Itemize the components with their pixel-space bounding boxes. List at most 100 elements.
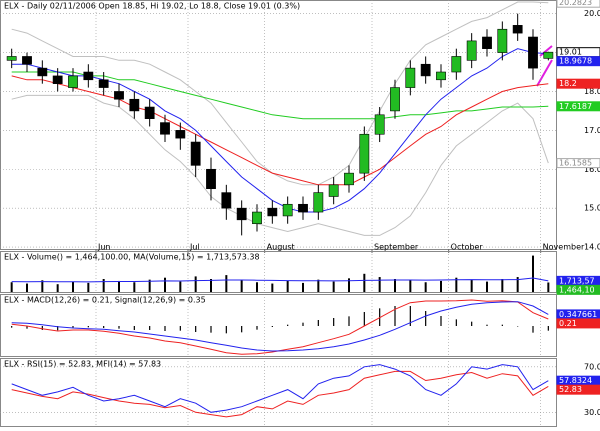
panel-frame — [0, 0, 557, 250]
bar — [348, 278, 350, 292]
bar — [516, 277, 519, 292]
bar — [547, 326, 549, 331]
bar — [363, 273, 366, 292]
candle-body — [512, 25, 523, 34]
bar — [317, 279, 320, 292]
candle-body — [144, 106, 155, 119]
indicator-line — [11, 364, 549, 413]
value-flag-box — [556, 158, 600, 169]
bar — [425, 311, 427, 326]
bar — [118, 326, 120, 329]
bar — [11, 326, 13, 328]
candle-body — [52, 75, 63, 84]
bar — [256, 282, 258, 292]
bar — [225, 275, 228, 292]
y-tick-label: 70.0 — [584, 362, 600, 371]
candle-body — [282, 203, 293, 217]
candle-body — [482, 36, 492, 49]
candle-body — [252, 211, 262, 225]
bar — [179, 326, 181, 331]
bar — [501, 279, 504, 292]
candle-body — [83, 71, 94, 81]
x-tick-label: August — [267, 243, 295, 252]
bar — [26, 326, 28, 329]
bar — [72, 326, 74, 328]
value-flag: 0.21 — [559, 319, 577, 328]
bar — [409, 280, 412, 292]
overlay-line — [11, 71, 549, 120]
value-flag-box — [556, 78, 600, 89]
candle-body — [344, 172, 354, 186]
bar — [179, 281, 182, 292]
bar — [532, 326, 534, 333]
bar — [394, 279, 396, 292]
y-tick-label: 17.0 — [584, 126, 600, 135]
x-tick-label: September — [374, 243, 419, 252]
candle-body — [37, 67, 48, 77]
candle-body — [236, 207, 247, 221]
bar — [164, 277, 166, 292]
bar — [26, 283, 28, 292]
indicator-line — [11, 299, 549, 355]
candle-body — [22, 56, 32, 65]
bar — [317, 320, 319, 326]
candle-body — [359, 133, 370, 174]
value-flag: 57.8324 — [559, 376, 592, 385]
value-flag-box — [556, 0, 600, 8]
candle-body — [175, 130, 186, 139]
bar — [332, 281, 335, 292]
bar — [394, 306, 396, 326]
trend-annotation — [536, 45, 553, 87]
value-flag-box — [556, 101, 600, 112]
x-tick-label: November — [543, 243, 585, 252]
bar — [118, 280, 120, 292]
candle-body — [528, 36, 538, 69]
overlay-line — [11, 1, 549, 186]
value-flag-box — [556, 56, 600, 67]
bar — [10, 282, 13, 292]
bar — [56, 284, 59, 292]
value-flag: 1,713,57 — [559, 276, 595, 285]
bar — [363, 312, 365, 326]
candle-body — [466, 40, 477, 61]
bar — [409, 306, 411, 326]
bar — [194, 276, 197, 292]
candle-body — [497, 28, 508, 53]
candle-body — [68, 75, 78, 88]
bar — [378, 277, 381, 292]
value-flag-box — [556, 318, 600, 329]
bar — [470, 279, 473, 292]
bar — [148, 279, 151, 292]
bar — [240, 280, 243, 292]
bar — [455, 319, 457, 326]
bar — [57, 326, 59, 331]
bar — [149, 326, 151, 330]
y-tick-label: 14.0 — [584, 243, 600, 252]
candle-body — [328, 184, 339, 197]
bar — [286, 280, 289, 292]
y-tick-label: 20.0 — [584, 9, 600, 18]
bar — [103, 326, 105, 328]
bar — [225, 326, 227, 334]
overlay-line — [11, 94, 549, 236]
candle-body — [98, 79, 109, 88]
bar — [271, 326, 273, 327]
bar — [195, 326, 197, 332]
bar — [87, 326, 89, 328]
bar — [471, 321, 473, 326]
bar — [532, 255, 534, 292]
candle-body — [436, 71, 446, 81]
bar — [41, 326, 43, 330]
bar — [501, 324, 503, 326]
indicator-line — [11, 370, 549, 418]
value-flag: 19.01 — [559, 48, 582, 57]
y-tick-label: 18.0 — [584, 87, 600, 96]
value-flag: 18.2 — [559, 79, 577, 88]
bar — [241, 326, 243, 333]
candle-body — [451, 56, 462, 73]
candle-body — [298, 203, 308, 213]
bar — [87, 282, 90, 292]
bar — [133, 326, 135, 330]
candle-body — [420, 63, 431, 77]
bar — [517, 326, 519, 327]
